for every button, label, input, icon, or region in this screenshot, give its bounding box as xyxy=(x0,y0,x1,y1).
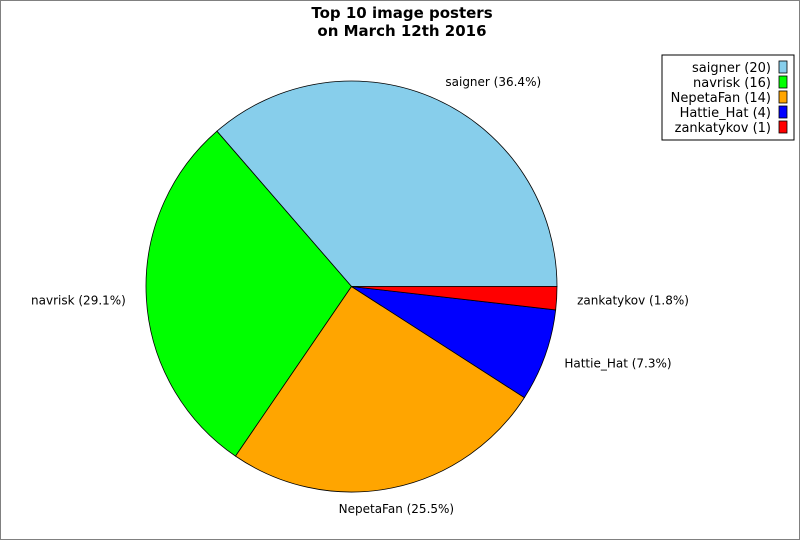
pie-slice-zankatykov xyxy=(351,286,558,311)
legend-box xyxy=(661,54,795,141)
slice-label-hattie_hat: Hattie_Hat (7.3%) xyxy=(564,356,671,370)
legend-label-hattie_hat: Hattie_Hat (4) xyxy=(680,106,771,121)
pie-slice-navrisk xyxy=(145,130,353,457)
chart-title-line-1: Top 10 image posters xyxy=(311,4,492,22)
legend-label-zankatykov: zankatykov (1) xyxy=(675,121,771,136)
slice-label-zankatykov: zankatykov (1.8%) xyxy=(577,293,689,307)
legend-label-navrisk: navrisk (16) xyxy=(693,76,771,91)
slice-label-nepetafan: NepetaFan (25.5%) xyxy=(339,502,454,516)
slice-label-navrisk: navrisk (29.1%) xyxy=(31,293,126,307)
pie-slice-saigner xyxy=(216,80,558,287)
legend-swatch-nepetafan xyxy=(778,90,788,104)
legend-swatch-saigner xyxy=(778,60,788,74)
legend-swatch-hattie_hat xyxy=(778,105,788,119)
chart-title-line-2: on March 12th 2016 xyxy=(317,22,486,40)
legend-swatch-zankatykov xyxy=(778,120,788,134)
slice-label-saigner: saigner (36.4%) xyxy=(445,75,541,89)
legend: saigner (20)navrisk (16)NepetaFan (14)Ha… xyxy=(661,54,795,141)
legend-label-nepetafan: NepetaFan (14) xyxy=(671,91,771,106)
legend-swatch-navrisk xyxy=(778,75,788,89)
pie-slice-nepetafan xyxy=(234,285,525,493)
legend-label-saigner: saigner (20) xyxy=(692,61,771,76)
